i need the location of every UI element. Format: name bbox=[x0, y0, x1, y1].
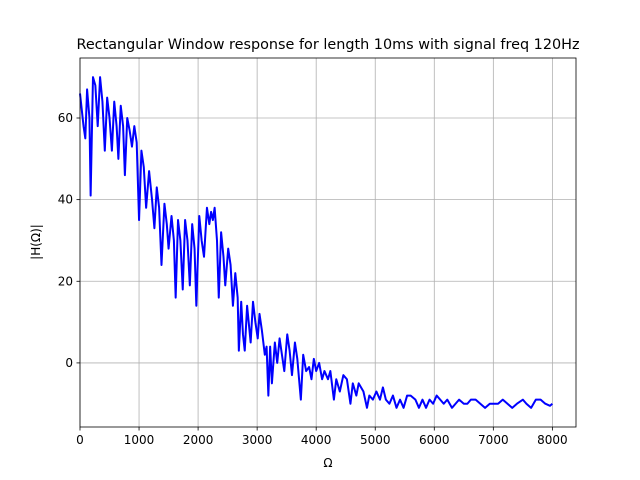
x-tick-label: 7000 bbox=[478, 433, 509, 447]
x-tick-label: 6000 bbox=[419, 433, 450, 447]
line-series bbox=[79, 76, 554, 409]
plot-area bbox=[79, 76, 554, 409]
x-tick-label: 8000 bbox=[537, 433, 568, 447]
ticks: 0 1000 2000 3000 4000 5000 6000 7000 8000 0 20 40 60 bbox=[58, 111, 568, 447]
y-tick-label: 0 bbox=[65, 356, 73, 370]
x-tick-label: 0 bbox=[76, 433, 84, 447]
y-tick-label: 60 bbox=[58, 111, 73, 125]
x-tick-label: 2000 bbox=[183, 433, 214, 447]
y-tick-label: 20 bbox=[58, 274, 73, 288]
x-axis-label: Ω bbox=[323, 456, 332, 470]
x-tick-label: 5000 bbox=[360, 433, 391, 447]
y-axis-label: |H(Ω)| bbox=[29, 224, 43, 260]
x-tick-label: 1000 bbox=[124, 433, 155, 447]
grid bbox=[79, 58, 576, 427]
x-tick-label: 3000 bbox=[242, 433, 273, 447]
x-tick-label: 4000 bbox=[301, 433, 332, 447]
y-tick-label: 40 bbox=[58, 193, 73, 207]
chart-title: Rectangular Window response for length 1… bbox=[76, 37, 579, 53]
axes-frame bbox=[79, 57, 577, 428]
